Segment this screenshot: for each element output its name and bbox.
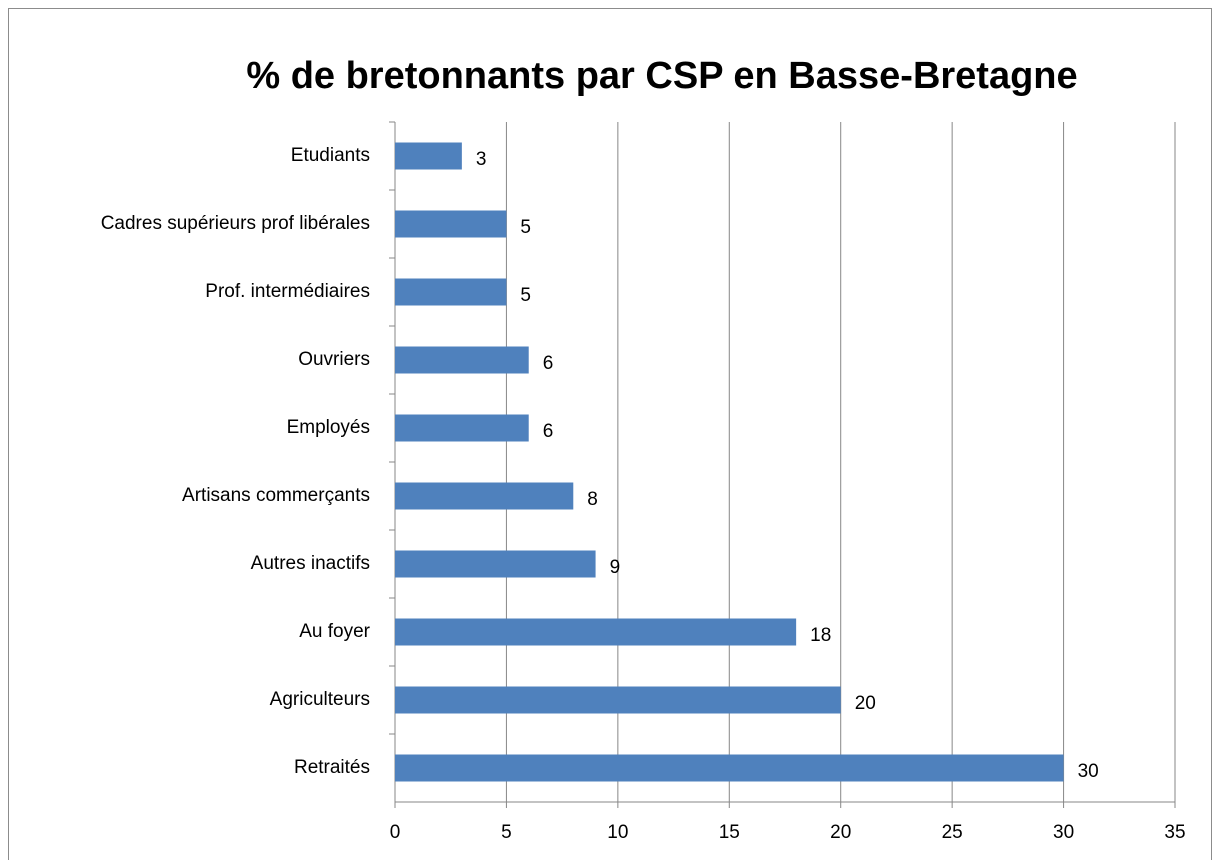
bar bbox=[395, 414, 529, 442]
x-tick-label: 20 bbox=[830, 822, 851, 843]
bar bbox=[395, 210, 507, 238]
bar bbox=[395, 278, 507, 306]
data-label: 3 bbox=[476, 149, 487, 170]
x-tick-label: 5 bbox=[501, 822, 512, 843]
y-tick-label: Prof. intermédiaires bbox=[205, 281, 370, 302]
bar bbox=[395, 142, 462, 170]
bar bbox=[395, 754, 1064, 782]
data-label: 30 bbox=[1078, 761, 1099, 782]
y-tick-label: Artisans commerçants bbox=[182, 485, 370, 506]
x-tick-label: 35 bbox=[1164, 822, 1185, 843]
bar bbox=[395, 550, 596, 578]
x-tick-label: 25 bbox=[942, 822, 963, 843]
x-tick-label: 15 bbox=[719, 822, 740, 843]
y-tick-label: Agriculteurs bbox=[270, 689, 370, 710]
bar bbox=[395, 618, 797, 646]
x-tick-label: 0 bbox=[390, 822, 401, 843]
bar bbox=[395, 686, 841, 714]
data-label: 9 bbox=[610, 557, 621, 578]
data-label: 6 bbox=[543, 353, 554, 374]
bar bbox=[395, 482, 574, 510]
y-tick-label: Au foyer bbox=[299, 621, 370, 642]
data-label: 18 bbox=[810, 625, 831, 646]
chart-title: % de bretonnants par CSP en Basse-Bretag… bbox=[246, 55, 1077, 97]
y-tick-label: Ouvriers bbox=[298, 349, 370, 370]
y-tick-label: Autres inactifs bbox=[251, 553, 370, 574]
data-label: 20 bbox=[855, 693, 876, 714]
chart-frame bbox=[8, 8, 1212, 860]
y-tick-label: Etudiants bbox=[291, 145, 370, 166]
x-tick-label: 10 bbox=[607, 822, 628, 843]
data-label: 5 bbox=[520, 217, 531, 238]
data-label: 5 bbox=[520, 285, 531, 306]
x-tick-label: 30 bbox=[1053, 822, 1074, 843]
y-tick-label: Retraités bbox=[294, 757, 370, 778]
data-label: 8 bbox=[587, 489, 598, 510]
data-label: 6 bbox=[543, 421, 554, 442]
bar bbox=[395, 346, 529, 374]
y-tick-label: Cadres supérieurs prof libérales bbox=[101, 213, 370, 234]
y-tick-label: Employés bbox=[287, 417, 370, 438]
